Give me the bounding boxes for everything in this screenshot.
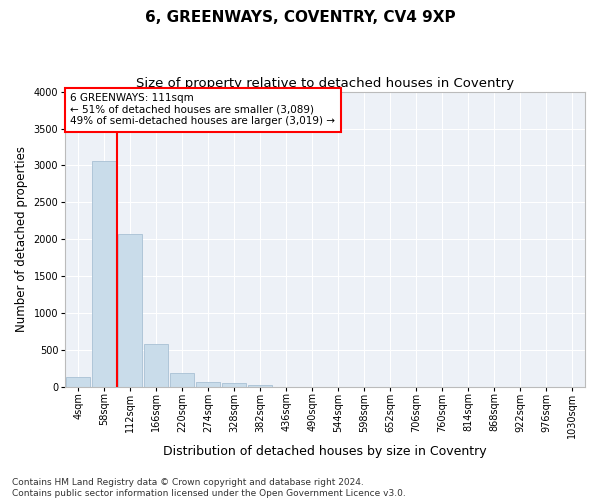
Text: 6, GREENWAYS, COVENTRY, CV4 9XP: 6, GREENWAYS, COVENTRY, CV4 9XP <box>145 10 455 25</box>
Y-axis label: Number of detached properties: Number of detached properties <box>15 146 28 332</box>
Bar <box>248 384 272 387</box>
Title: Size of property relative to detached houses in Coventry: Size of property relative to detached ho… <box>136 78 514 90</box>
Bar <box>196 382 220 387</box>
Text: Contains HM Land Registry data © Crown copyright and database right 2024.
Contai: Contains HM Land Registry data © Crown c… <box>12 478 406 498</box>
Bar <box>170 372 194 387</box>
X-axis label: Distribution of detached houses by size in Coventry: Distribution of detached houses by size … <box>163 444 487 458</box>
Text: 6 GREENWAYS: 111sqm
← 51% of detached houses are smaller (3,089)
49% of semi-det: 6 GREENWAYS: 111sqm ← 51% of detached ho… <box>70 93 335 126</box>
Bar <box>144 344 168 387</box>
Bar <box>66 377 90 387</box>
Bar <box>222 384 246 387</box>
Bar <box>118 234 142 387</box>
Bar <box>92 161 116 387</box>
